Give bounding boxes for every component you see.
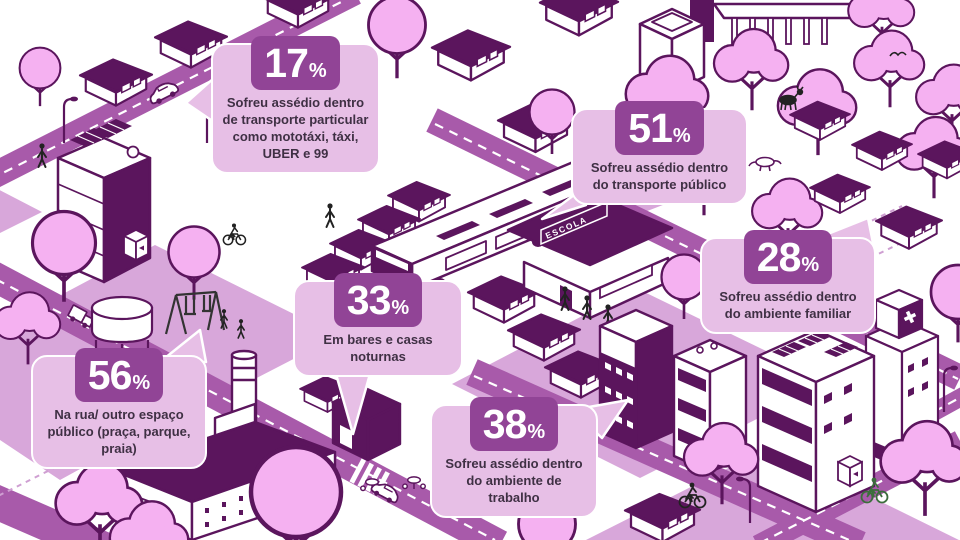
callout-bubble: Na rua/ outro espaço público (praça, parq… (31, 355, 207, 469)
percent-sign: % (308, 60, 327, 82)
cyclist-icon (860, 477, 889, 504)
solar-panels (772, 331, 858, 357)
callout-private-transport: 17% Sofreu assédio dentro de transporte p… (211, 36, 380, 174)
recycle-bin-icon (837, 455, 863, 487)
recycle-bin-icon (123, 229, 149, 261)
percentage-badge: 28% (743, 230, 833, 284)
percentage-value: 38 (482, 401, 528, 447)
percent-sign: % (132, 372, 151, 394)
percentage-badge: 33% (333, 273, 423, 327)
callout-label: Sofreu assédio dentro do ambiente familia… (719, 289, 857, 321)
callout-label: Na rua/ outro espaço público (praça, parq… (47, 407, 191, 456)
swing-set-icon (164, 290, 226, 335)
callout-bars: 33% Em bares e casas noturnas (293, 273, 463, 377)
callout-label: Em bares e casas noturnas (323, 332, 433, 364)
callout-street: 56% Na rua/ outro espaço público (praça, … (31, 348, 207, 469)
solar-panels (70, 119, 132, 147)
percent-sign: % (527, 421, 546, 443)
anteater-icon (748, 156, 782, 172)
deer-icon (779, 85, 804, 111)
percentage-badge: 17% (251, 36, 340, 90)
callout-work: 38% Sofreu assédio dentro do ambiente de t… (430, 397, 598, 518)
park-and-stilt-buildings (627, 0, 960, 255)
percentage-value: 33 (346, 277, 392, 323)
percentage-value: 51 (628, 105, 673, 151)
percent-sign: % (801, 254, 820, 276)
percentage-value: 17 (264, 40, 309, 86)
playground (0, 290, 245, 364)
bird-icon (889, 51, 907, 57)
percentage-value: 56 (87, 352, 133, 398)
callout-label: Sofreu assédio dentro do transporte públi… (590, 160, 729, 192)
callout-family: 28% Sofreu assédio dentro do ambiente fam… (700, 230, 876, 334)
water-tower (90, 295, 154, 357)
percent-sign: % (672, 125, 691, 147)
percentage-badge: 38% (469, 397, 559, 451)
callout-label: Sofreu assédio dentro do ambiente de traba… (445, 456, 583, 505)
percentage-badge: 56% (74, 348, 164, 402)
satellite-dish-icon (126, 145, 140, 159)
percentage-badge: 51% (615, 101, 704, 155)
percentage-value: 28 (756, 234, 802, 280)
apartment-tower (30, 119, 247, 304)
hospital-cross-icon (903, 310, 917, 324)
callout-public-transport: 51% Sofreu assédio dentro do transporte p… (571, 101, 748, 205)
percent-sign: % (391, 297, 410, 319)
callout-label: Sofreu assédio dentro de transporte parti… (222, 95, 369, 161)
callout-bubble: Sofreu assédio dentro do ambiente de traba… (430, 404, 598, 518)
